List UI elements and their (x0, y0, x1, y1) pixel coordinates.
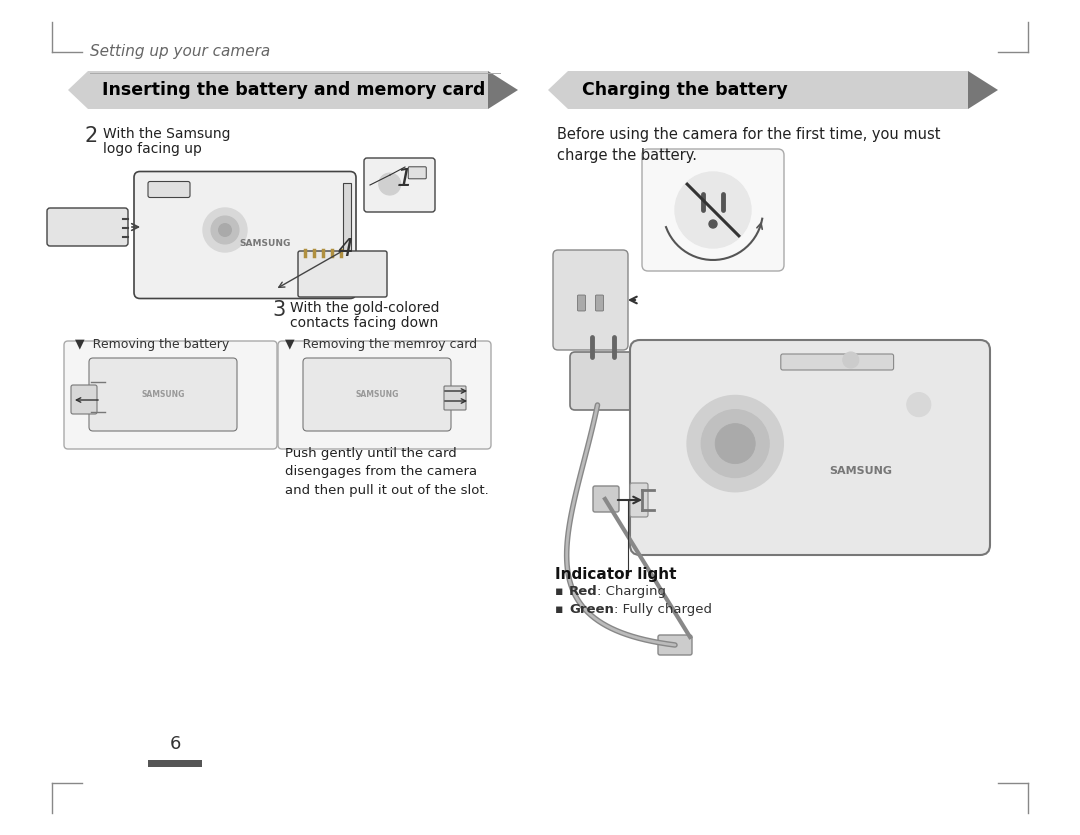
Text: : Charging: : Charging (597, 585, 666, 598)
Text: Green: Green (569, 603, 613, 616)
FancyBboxPatch shape (578, 295, 585, 311)
Text: 3: 3 (272, 300, 285, 320)
FancyBboxPatch shape (568, 71, 968, 109)
Text: 6: 6 (170, 735, 180, 753)
FancyBboxPatch shape (71, 385, 97, 414)
Text: 2: 2 (85, 126, 98, 146)
Text: Push gently until the card
disengages from the camera
and then pull it out of th: Push gently until the card disengages fr… (285, 447, 489, 497)
FancyBboxPatch shape (48, 208, 129, 246)
Text: With the Samsung: With the Samsung (103, 127, 230, 141)
Text: SAMSUNG: SAMSUNG (829, 466, 892, 476)
FancyBboxPatch shape (64, 341, 276, 449)
Polygon shape (548, 71, 568, 109)
FancyBboxPatch shape (408, 167, 427, 179)
Text: SAMSUNG: SAMSUNG (141, 390, 185, 399)
FancyBboxPatch shape (630, 340, 990, 555)
FancyBboxPatch shape (343, 183, 351, 287)
Text: Inserting the battery and memory card: Inserting the battery and memory card (102, 81, 485, 99)
FancyBboxPatch shape (87, 71, 488, 109)
Text: ▪: ▪ (555, 603, 564, 616)
Circle shape (379, 173, 401, 195)
FancyBboxPatch shape (303, 358, 451, 431)
FancyBboxPatch shape (658, 635, 692, 655)
Text: Indicator light: Indicator light (555, 567, 676, 582)
Text: Red: Red (569, 585, 597, 598)
Text: SAMSUNG: SAMSUNG (240, 239, 291, 247)
Polygon shape (488, 71, 518, 109)
Circle shape (907, 392, 931, 417)
FancyBboxPatch shape (595, 295, 604, 311)
Circle shape (687, 396, 783, 492)
Text: 1: 1 (397, 167, 413, 191)
FancyBboxPatch shape (781, 354, 893, 370)
Circle shape (211, 216, 239, 244)
Circle shape (708, 220, 717, 228)
Text: logo facing up: logo facing up (103, 142, 202, 156)
FancyBboxPatch shape (570, 352, 635, 410)
FancyBboxPatch shape (642, 149, 784, 271)
FancyBboxPatch shape (298, 251, 387, 297)
FancyBboxPatch shape (593, 486, 619, 512)
Text: With the gold-colored: With the gold-colored (291, 301, 440, 315)
Circle shape (675, 172, 751, 248)
FancyBboxPatch shape (444, 386, 465, 410)
Text: Setting up your camera: Setting up your camera (90, 44, 270, 59)
Polygon shape (968, 71, 998, 109)
Circle shape (715, 423, 755, 463)
FancyBboxPatch shape (134, 171, 356, 298)
Text: 4: 4 (337, 237, 353, 261)
Polygon shape (68, 71, 87, 109)
Text: ▼  Removing the battery: ▼ Removing the battery (75, 338, 229, 351)
FancyBboxPatch shape (630, 483, 648, 517)
Text: contacts facing down: contacts facing down (291, 316, 438, 330)
FancyBboxPatch shape (364, 158, 435, 212)
Circle shape (701, 410, 769, 478)
Circle shape (842, 352, 859, 368)
Text: Before using the camera for the first time, you must
charge the battery.: Before using the camera for the first ti… (557, 127, 941, 163)
Bar (148, 760, 202, 767)
Text: ▼  Removing the memroy card: ▼ Removing the memroy card (285, 338, 477, 351)
Text: : Fully charged: : Fully charged (615, 603, 712, 616)
Circle shape (218, 223, 232, 237)
FancyBboxPatch shape (89, 358, 237, 431)
FancyBboxPatch shape (553, 250, 627, 350)
Text: SAMSUNG: SAMSUNG (355, 390, 399, 399)
FancyBboxPatch shape (278, 341, 491, 449)
FancyBboxPatch shape (148, 181, 190, 198)
Circle shape (203, 208, 247, 252)
Text: Charging the battery: Charging the battery (582, 81, 787, 99)
Text: ▪: ▪ (555, 585, 564, 598)
